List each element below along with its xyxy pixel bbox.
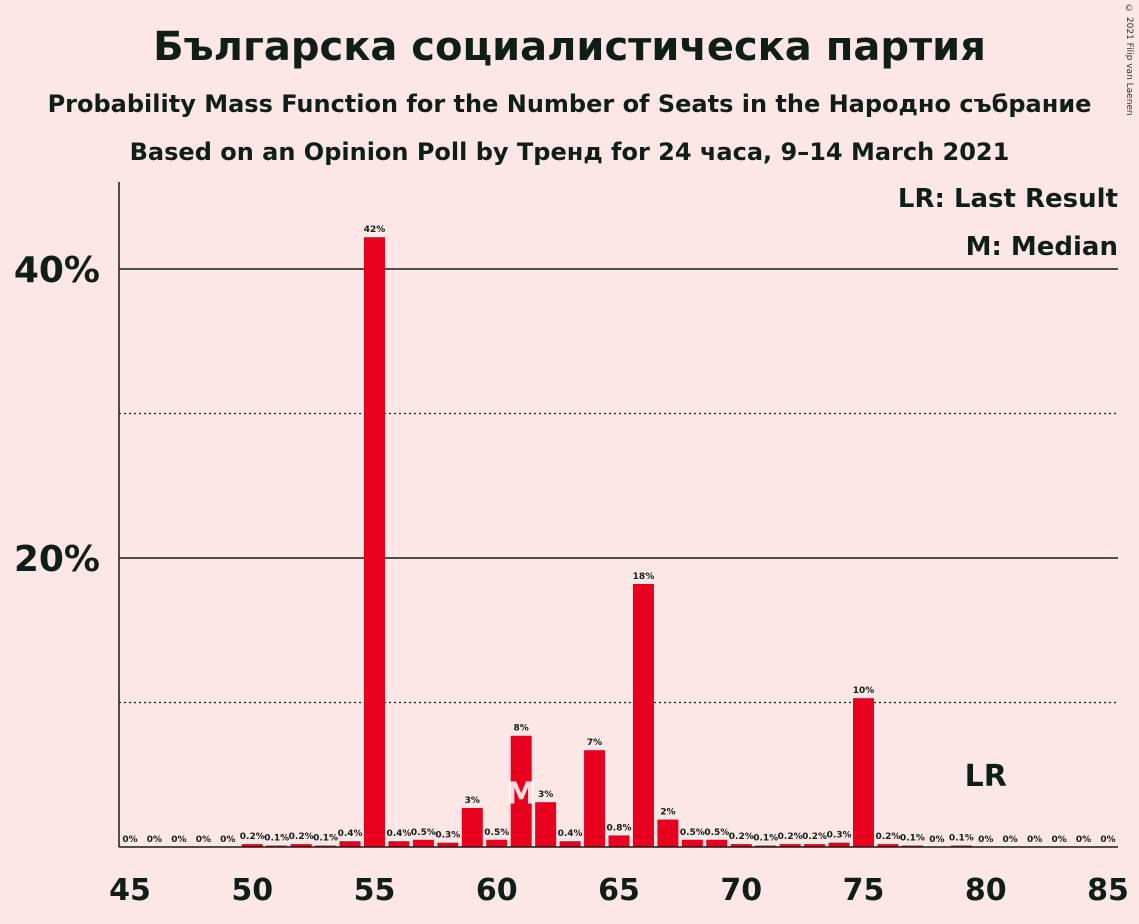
bar — [853, 698, 874, 847]
bar — [486, 839, 508, 847]
bar — [388, 841, 410, 847]
data-label: 0.1% — [313, 834, 338, 844]
bar — [681, 839, 703, 847]
data-label: 0% — [122, 835, 137, 845]
data-label: 0.2% — [240, 832, 265, 842]
data-label: 0% — [978, 835, 993, 845]
data-label: 0.8% — [607, 823, 632, 833]
chart-subtitle: Probability Mass Function for the Number… — [47, 90, 1092, 118]
bar — [437, 842, 459, 847]
data-label: 0.2% — [802, 832, 827, 842]
data-label: 0% — [1027, 835, 1042, 845]
bar — [461, 807, 483, 847]
bar — [290, 844, 312, 847]
x-tick-label: 65 — [598, 873, 640, 908]
data-label: 7% — [587, 738, 602, 748]
x-tick-label: 45 — [109, 873, 151, 908]
bar — [779, 844, 801, 847]
x-tick-label: 70 — [720, 873, 762, 908]
data-label: 0.4% — [338, 829, 363, 839]
data-label: 0.1% — [753, 834, 778, 844]
data-label: 0.2% — [729, 832, 754, 842]
bar — [706, 839, 728, 847]
data-label: 0.3% — [435, 831, 460, 841]
data-label: 0.1% — [900, 834, 925, 844]
y-tick-label: 40% — [14, 250, 100, 291]
data-label: 0% — [929, 835, 944, 845]
bar — [804, 844, 826, 847]
data-label: 0% — [171, 835, 186, 845]
data-label: 3% — [538, 790, 553, 800]
data-label: 0.2% — [778, 832, 803, 842]
data-label: 10% — [853, 686, 875, 696]
x-tick-label: 50 — [231, 873, 273, 908]
bar — [535, 802, 557, 847]
x-tick-label: 80 — [965, 873, 1007, 908]
data-label: 0.5% — [484, 828, 509, 838]
data-label: 0% — [1003, 835, 1018, 845]
data-label: 0% — [196, 835, 211, 845]
data-label: 8% — [514, 724, 529, 734]
bar — [559, 841, 581, 847]
data-label: 0.3% — [827, 831, 852, 841]
data-label: 0.4% — [386, 829, 411, 839]
data-label: 0% — [1051, 835, 1066, 845]
x-tick-label: 60 — [476, 873, 518, 908]
bar — [510, 735, 532, 847]
bar — [608, 835, 630, 847]
bar — [241, 844, 263, 847]
bar — [828, 842, 850, 847]
data-label: 0% — [1100, 835, 1115, 845]
bar — [364, 237, 385, 847]
data-label: 0.1% — [949, 834, 974, 844]
data-label: 0% — [220, 835, 235, 845]
bar — [412, 839, 434, 847]
data-label: 0.1% — [264, 834, 289, 844]
chart-title: Българска социалистическа партия — [153, 24, 986, 70]
data-label: 0.5% — [411, 828, 436, 838]
bar — [584, 750, 606, 847]
data-label: 18% — [633, 572, 655, 582]
bar — [877, 844, 899, 847]
bar — [339, 841, 361, 847]
last-result-marker: LR — [965, 759, 1007, 794]
copyright-notice: © 2021 Filip van Laenen — [1124, 4, 1134, 116]
data-label: 0.2% — [875, 832, 900, 842]
bar — [657, 819, 679, 847]
data-label: 0.5% — [704, 828, 729, 838]
x-tick-label: 85 — [1087, 873, 1129, 908]
bar — [730, 844, 752, 847]
data-label: 2% — [660, 808, 675, 818]
y-tick-label: 20% — [14, 539, 100, 580]
data-label: 0.2% — [289, 832, 314, 842]
data-label: 0.5% — [680, 828, 705, 838]
x-tick-label: 55 — [354, 873, 396, 908]
data-label: 0% — [1076, 835, 1091, 845]
chart-source: Based on an Opinion Poll by Тренд for 24… — [129, 138, 1010, 166]
bar — [632, 584, 654, 847]
legend-median: M: Median — [965, 232, 1118, 262]
data-label: 3% — [465, 796, 480, 806]
data-label: 0% — [147, 835, 162, 845]
median-marker: M — [506, 776, 536, 811]
data-label: 0.4% — [558, 829, 583, 839]
data-label: 42% — [364, 225, 386, 235]
x-tick-label: 75 — [843, 873, 885, 908]
legend-last-result: LR: Last Result — [897, 184, 1118, 214]
